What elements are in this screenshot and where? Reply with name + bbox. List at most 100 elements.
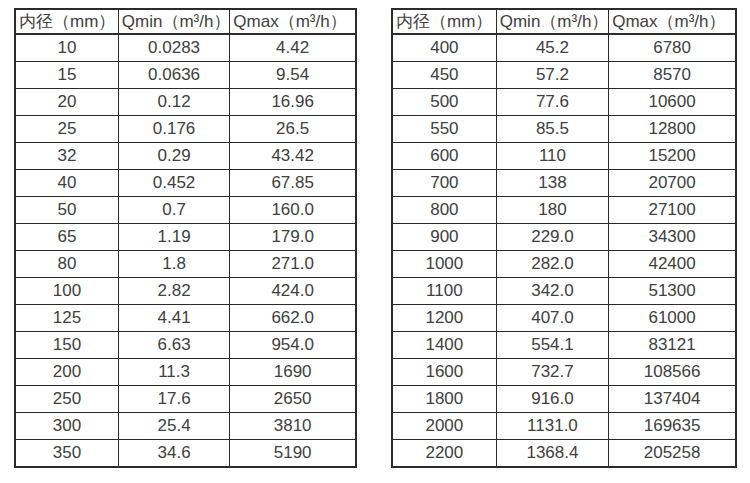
table-cell: 169635	[609, 413, 736, 440]
table-cell: 61000	[609, 305, 736, 332]
table-row: 200.1216.96	[15, 89, 356, 116]
table-cell: 662.0	[230, 305, 356, 332]
table-cell: 1400	[392, 332, 496, 359]
table-row: 55085.512800	[392, 116, 736, 143]
col-header-qmax: Qmax（m³/h）	[609, 9, 736, 34]
table-cell: 25	[15, 116, 118, 143]
table-cell: 26.5	[230, 116, 356, 143]
table-row: 20011.31690	[15, 359, 356, 386]
table-cell: 45.2	[496, 34, 608, 62]
table-cell: 1690	[230, 359, 356, 386]
table-row: 320.2943.42	[15, 143, 356, 170]
table-cell: 2000	[392, 413, 496, 440]
table-cell: 4.41	[118, 305, 230, 332]
table-row: 25017.62650	[15, 386, 356, 413]
table-cell: 77.6	[496, 89, 608, 116]
table-cell: 16.96	[230, 89, 356, 116]
table-cell: 2200	[392, 440, 496, 468]
table-cell: 9.54	[230, 62, 356, 89]
table-row: 50077.610600	[392, 89, 736, 116]
table-cell: 4.42	[230, 34, 356, 62]
table-cell: 400	[392, 34, 496, 62]
table-cell: 229.0	[496, 224, 608, 251]
table-cell: 20	[15, 89, 118, 116]
table-cell: 6.63	[118, 332, 230, 359]
table-cell: 180	[496, 197, 608, 224]
table-cell: 3810	[230, 413, 356, 440]
table-cell: 43.42	[230, 143, 356, 170]
table-cell: 57.2	[496, 62, 608, 89]
table-row: 150.06369.54	[15, 62, 356, 89]
table-cell: 300	[15, 413, 118, 440]
table-cell: 250	[15, 386, 118, 413]
table-cell: 5190	[230, 440, 356, 468]
table-cell: 0.0636	[118, 62, 230, 89]
flow-spec-table-large: 内径（mm） Qmin（m³/h） Qmax（m³/h） 40045.26780…	[391, 8, 737, 468]
table-cell: 51300	[609, 278, 736, 305]
table-row: 1000282.042400	[392, 251, 736, 278]
table-cell: 50	[15, 197, 118, 224]
table-cell: 17.6	[118, 386, 230, 413]
table-cell: 0.12	[118, 89, 230, 116]
table-cell: 407.0	[496, 305, 608, 332]
table-row: 1400554.183121	[392, 332, 736, 359]
table-row: 400.45267.85	[15, 170, 356, 197]
table-row: 45057.28570	[392, 62, 736, 89]
table-body: 40045.2678045057.2857050077.61060055085.…	[392, 34, 736, 467]
table-row: 500.7160.0	[15, 197, 356, 224]
table-cell: 83121	[609, 332, 736, 359]
table-cell: 554.1	[496, 332, 608, 359]
table-cell: 0.29	[118, 143, 230, 170]
table-cell: 11.3	[118, 359, 230, 386]
table-cell: 8570	[609, 62, 736, 89]
table-cell: 600	[392, 143, 496, 170]
table-row: 22001368.4205258	[392, 440, 736, 468]
table-cell: 27100	[609, 197, 736, 224]
table-cell: 800	[392, 197, 496, 224]
table-cell: 1368.4	[496, 440, 608, 468]
table-cell: 1.19	[118, 224, 230, 251]
table-cell: 1.8	[118, 251, 230, 278]
table-row: 35034.65190	[15, 440, 356, 468]
table-row: 80018027100	[392, 197, 736, 224]
table-cell: 1000	[392, 251, 496, 278]
table-cell: 15200	[609, 143, 736, 170]
table-cell: 200	[15, 359, 118, 386]
table-cell: 110	[496, 143, 608, 170]
table-row: 1254.41662.0	[15, 305, 356, 332]
table-cell: 0.0283	[118, 34, 230, 62]
table-cell: 80	[15, 251, 118, 278]
table-cell: 1100	[392, 278, 496, 305]
table-cell: 0.7	[118, 197, 230, 224]
col-header-qmin: Qmin（m³/h）	[118, 9, 230, 34]
table-row: 651.19179.0	[15, 224, 356, 251]
flow-meter-spec-page: 内径（mm） Qmin（m³/h） Qmax（m³/h） 100.02834.4…	[0, 0, 750, 483]
table-cell: 732.7	[496, 359, 608, 386]
flow-spec-table-small: 内径（mm） Qmin（m³/h） Qmax（m³/h） 100.02834.4…	[14, 8, 357, 468]
table-cell: 10600	[609, 89, 736, 116]
table-row: 30025.43810	[15, 413, 356, 440]
table-cell: 179.0	[230, 224, 356, 251]
table-row: 1506.63954.0	[15, 332, 356, 359]
table-cell: 900	[392, 224, 496, 251]
table-row: 20001131.0169635	[392, 413, 736, 440]
table-cell: 125	[15, 305, 118, 332]
table-cell: 700	[392, 170, 496, 197]
table-cell: 32	[15, 143, 118, 170]
table-cell: 1131.0	[496, 413, 608, 440]
table-cell: 150	[15, 332, 118, 359]
table-cell: 67.85	[230, 170, 356, 197]
table-cell: 282.0	[496, 251, 608, 278]
col-header-inner-diameter: 内径（mm）	[15, 9, 118, 34]
table-cell: 1200	[392, 305, 496, 332]
table-row: 40045.26780	[392, 34, 736, 62]
header-row: 内径（mm） Qmin（m³/h） Qmax（m³/h）	[15, 9, 356, 34]
table-row: 1200407.061000	[392, 305, 736, 332]
table-cell: 10	[15, 34, 118, 62]
table-cell: 42400	[609, 251, 736, 278]
table-cell: 1600	[392, 359, 496, 386]
table-row: 70013820700	[392, 170, 736, 197]
table-row: 1100342.051300	[392, 278, 736, 305]
table-cell: 2.82	[118, 278, 230, 305]
header-row: 内径（mm） Qmin（m³/h） Qmax（m³/h）	[392, 9, 736, 34]
